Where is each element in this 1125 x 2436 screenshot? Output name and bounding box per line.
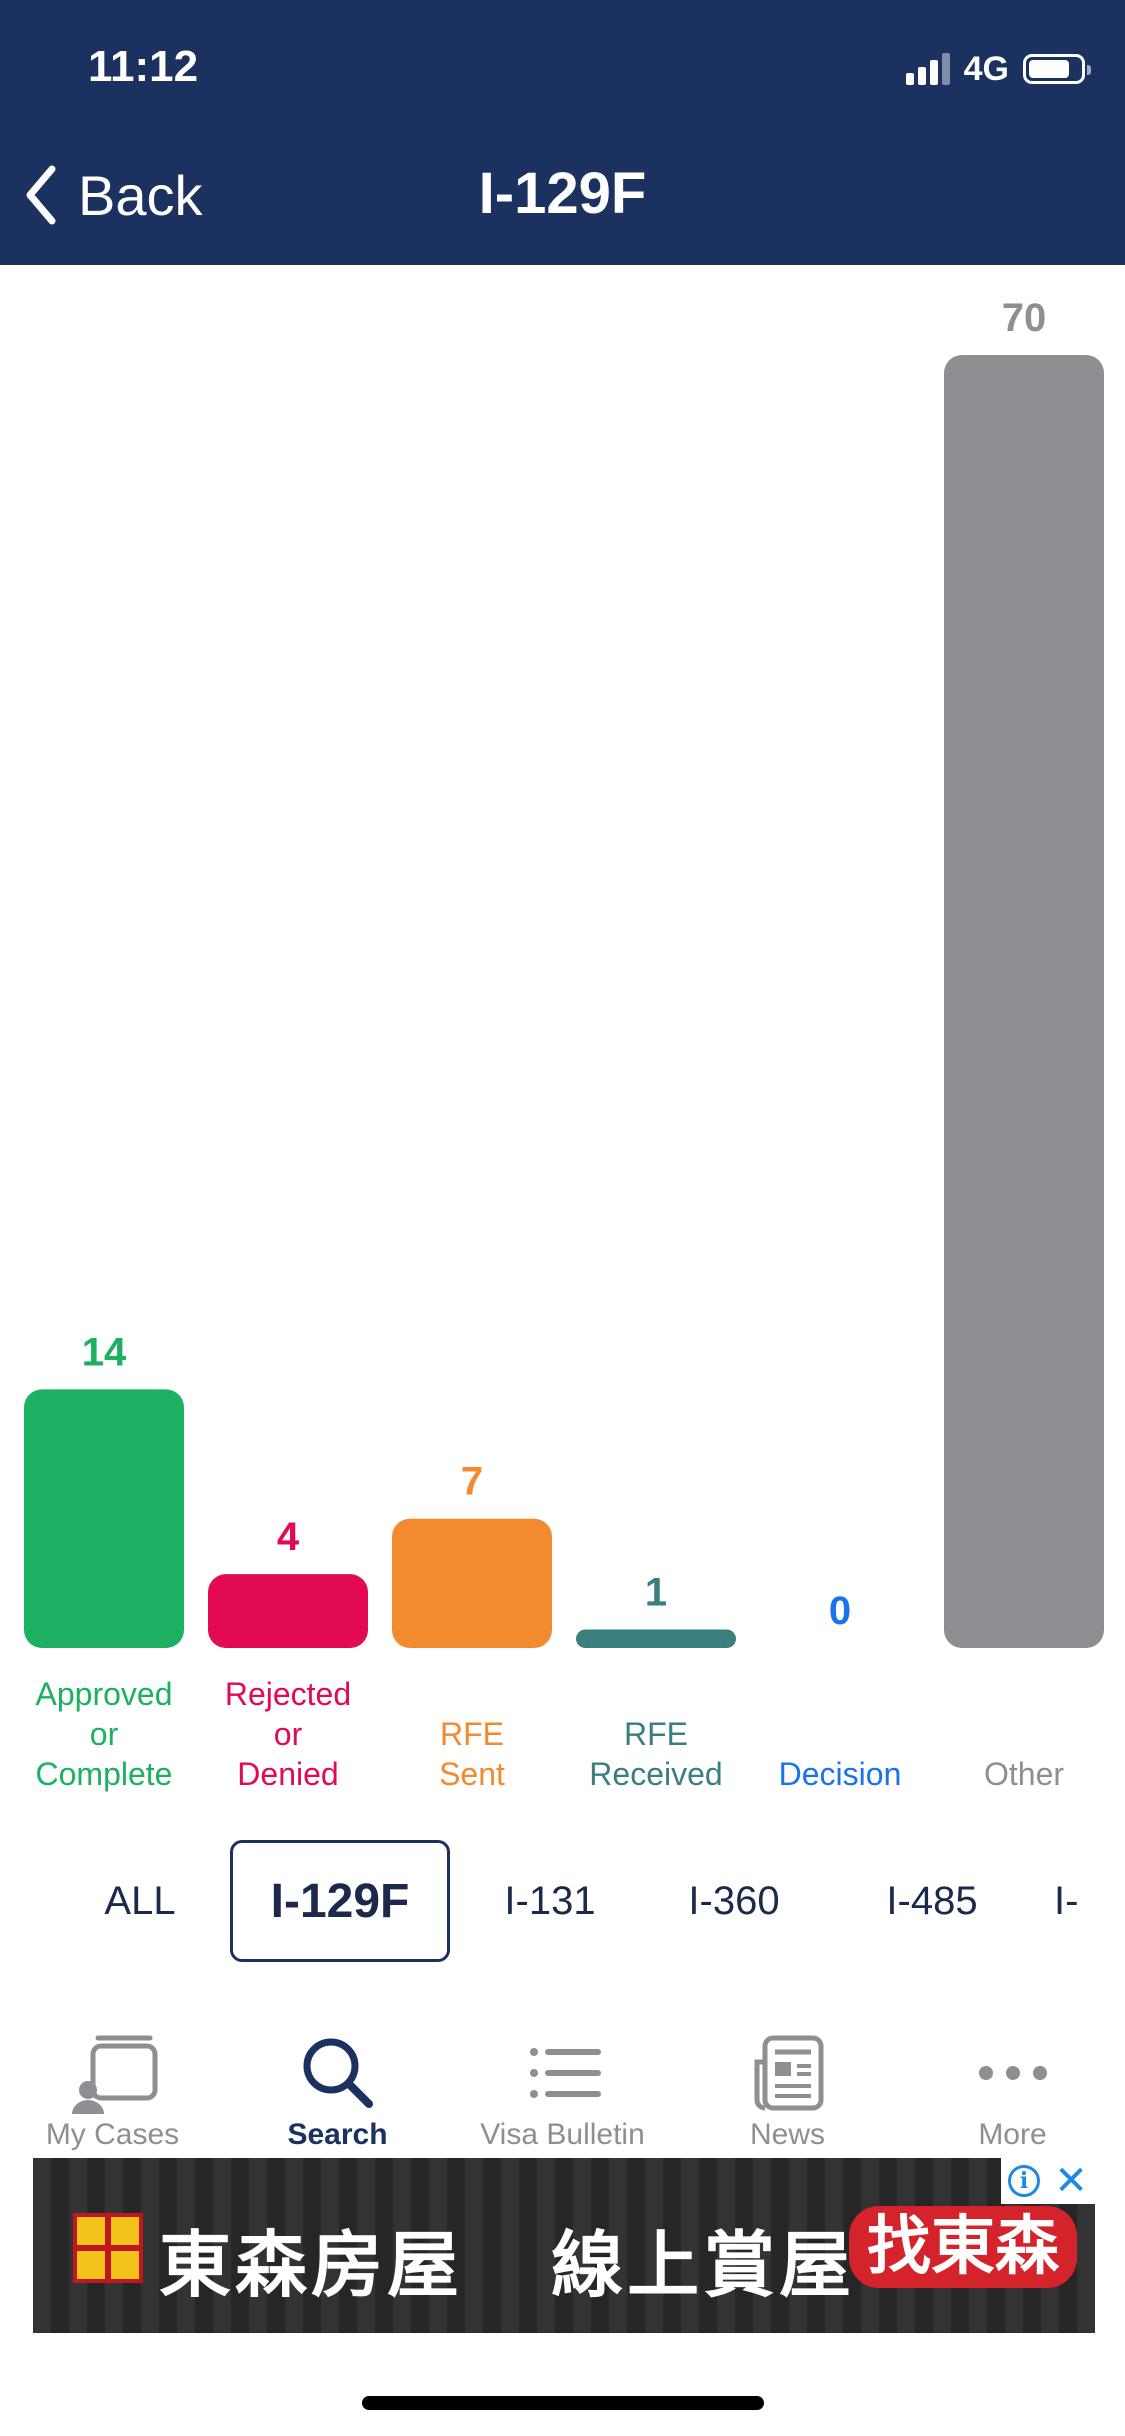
tabbar-item-my-cases[interactable]: My Cases xyxy=(0,2010,225,2160)
tabbar-label: News xyxy=(749,2118,825,2151)
tab-i-129f[interactable]: I-129F xyxy=(230,1840,450,1962)
tab-i-360[interactable]: I-360 xyxy=(688,1878,780,1923)
category-label: Complete xyxy=(36,1756,173,1792)
tab-i-131[interactable]: I-131 xyxy=(504,1878,596,1923)
category-label: or xyxy=(274,1716,303,1752)
bar-3 xyxy=(576,1629,736,1648)
bar-0 xyxy=(24,1389,184,1648)
newspaper-icon xyxy=(675,2028,900,2118)
home-indicator xyxy=(362,2396,764,2410)
tab-all[interactable]: ALL xyxy=(104,1878,176,1923)
network-type: 4G xyxy=(963,49,1009,88)
ad-close-icon[interactable]: ✕ xyxy=(1054,2159,1088,2203)
category-label: or xyxy=(90,1716,119,1752)
bar-1 xyxy=(208,1574,368,1648)
ad-headline: 線上賞屋 xyxy=(551,2223,856,2307)
value-label: 7 xyxy=(461,1460,483,1504)
value-label: 4 xyxy=(277,1515,300,1559)
ad-brand: 東森房屋 xyxy=(159,2223,464,2307)
category-label: RFE xyxy=(440,1716,504,1752)
bar-2 xyxy=(392,1518,552,1648)
ad-logo-icon xyxy=(73,2213,143,2283)
battery-icon xyxy=(1023,54,1091,84)
tabbar-item-news[interactable]: News xyxy=(675,2010,900,2160)
bar-5 xyxy=(944,355,1104,1648)
ad-cta-button[interactable]: 找東森 xyxy=(849,2206,1077,2288)
status-bar-chart: 14 Approved or Complete 4 Rejected or Denied 7 RF… xyxy=(24,296,1104,1792)
ad-banner[interactable]: 東森房屋 線上賞屋 找東森 i ✕ xyxy=(33,2158,1095,2333)
search-icon xyxy=(225,2028,450,2118)
page-title: I-129F xyxy=(478,161,647,226)
value-label: 0 xyxy=(829,1589,851,1633)
value-label: 1 xyxy=(645,1571,667,1615)
header: 11:12 4G Back I-129F xyxy=(0,0,1125,265)
ad-controls: i ✕ xyxy=(1001,2158,1095,2204)
tabbar-label: More xyxy=(978,2118,1047,2151)
tabbar-label: Search xyxy=(287,2118,388,2151)
category-label: Other xyxy=(984,1756,1064,1792)
status-indicators: 4G xyxy=(905,44,1091,94)
category-label: Sent xyxy=(439,1756,505,1792)
my-cases-icon xyxy=(0,2028,225,2118)
tabbar-item-more[interactable]: More xyxy=(900,2010,1125,2160)
value-label: 14 xyxy=(82,1330,127,1374)
category-label: RFE xyxy=(624,1716,688,1752)
tabbar-item-search[interactable]: Search xyxy=(225,2010,450,2160)
category-label: Denied xyxy=(237,1756,338,1792)
bottom-tab-bar: My Cases Search Visa Bulletin News More xyxy=(0,2010,1125,2160)
ad-info-icon[interactable]: i xyxy=(1008,2165,1041,2197)
chevron-left-icon xyxy=(26,165,56,225)
tab-i-[interactable]: I- xyxy=(1054,1878,1079,1923)
tabbar-item-visa-bulletin[interactable]: Visa Bulletin xyxy=(450,2010,675,2160)
form-type-tabs: ALL I-129F I-131 I-360 I-485 I- xyxy=(0,1840,1125,1962)
signal-icon xyxy=(905,53,950,85)
more-dots-icon xyxy=(900,2028,1125,2118)
ad-text: 東森房屋 線上賞屋 xyxy=(159,2206,855,2311)
category-label: Approved xyxy=(36,1676,173,1712)
tabbar-label: My Cases xyxy=(45,2118,180,2151)
category-label: Rejected xyxy=(225,1676,351,1712)
category-label: Received xyxy=(589,1756,722,1792)
category-label: Decision xyxy=(779,1756,902,1792)
tab-i-485[interactable]: I-485 xyxy=(886,1878,978,1923)
value-label: 70 xyxy=(1002,296,1047,340)
back-label: Back xyxy=(78,163,203,227)
status-time: 11:12 xyxy=(88,42,199,91)
tabbar-label: Visa Bulletin xyxy=(480,2118,645,2151)
back-button[interactable]: Back xyxy=(24,160,203,230)
list-icon xyxy=(450,2028,675,2118)
